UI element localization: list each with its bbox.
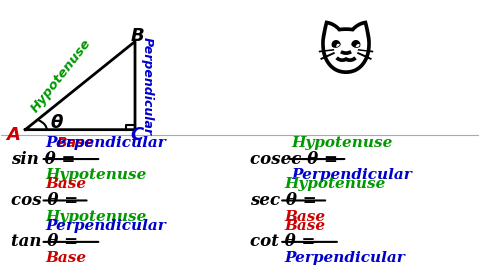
- Text: Perpendicular: Perpendicular: [46, 136, 166, 150]
- Text: Base: Base: [46, 177, 86, 191]
- Text: Base: Base: [284, 210, 325, 224]
- Text: Hypotenuse: Hypotenuse: [284, 177, 385, 191]
- Text: Perpendicular: Perpendicular: [141, 36, 154, 134]
- Text: Base: Base: [46, 251, 86, 265]
- Text: sec θ =: sec θ =: [250, 192, 322, 209]
- Text: Base: Base: [57, 136, 94, 150]
- Text: cot θ =: cot θ =: [250, 233, 321, 250]
- Text: Perpendicular: Perpendicular: [284, 251, 405, 265]
- Text: A: A: [6, 126, 20, 144]
- Text: 🐱: 🐱: [316, 28, 374, 82]
- Text: sin θ =: sin θ =: [11, 151, 81, 168]
- Text: Hypotenuse: Hypotenuse: [46, 210, 147, 224]
- Text: Hypotenuse: Hypotenuse: [291, 136, 393, 150]
- Text: θ: θ: [50, 114, 62, 132]
- Text: Base: Base: [284, 219, 325, 233]
- Text: Hypotenuse: Hypotenuse: [28, 37, 94, 116]
- Text: C: C: [131, 126, 144, 144]
- Text: B: B: [131, 27, 144, 45]
- Text: cos θ =: cos θ =: [11, 192, 84, 209]
- Text: tan θ =: tan θ =: [11, 233, 84, 250]
- Text: Hypotenuse: Hypotenuse: [46, 168, 147, 182]
- Text: cosec θ =: cosec θ =: [250, 151, 343, 168]
- Text: Perpendicular: Perpendicular: [291, 168, 412, 182]
- Text: Perpendicular: Perpendicular: [46, 219, 166, 233]
